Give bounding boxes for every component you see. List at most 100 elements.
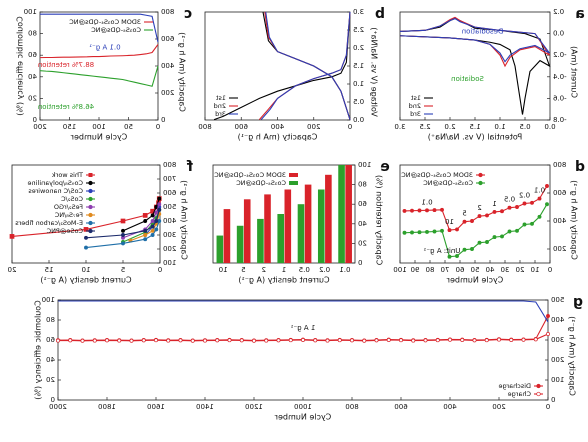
bar xyxy=(345,165,352,263)
y2-tick-label: 0 xyxy=(33,116,37,124)
y-tick-label: 400 xyxy=(163,217,176,225)
y-tick-label: 40 xyxy=(358,220,367,228)
point xyxy=(143,228,148,233)
legend-marker xyxy=(88,228,93,234)
x-tick-label: 400 xyxy=(271,123,284,131)
y-tick-label: 300 xyxy=(551,336,564,344)
point xyxy=(432,229,437,234)
point xyxy=(485,240,489,244)
point xyxy=(121,241,125,246)
point xyxy=(423,338,428,343)
bar xyxy=(223,209,231,263)
point xyxy=(448,337,452,342)
point xyxy=(410,230,414,235)
point xyxy=(410,208,414,213)
x-tick-label: 1.5 xyxy=(469,123,480,131)
x-tick-label: 10 xyxy=(219,266,228,274)
point xyxy=(440,228,444,233)
x-tick-label: 200 xyxy=(33,123,46,131)
annotation: 1 xyxy=(492,200,496,208)
point xyxy=(143,237,148,242)
point xyxy=(462,247,467,252)
x-tick-label: 15 xyxy=(45,266,54,274)
legend-label: 3rd xyxy=(410,110,421,118)
x-tick-label: 20 xyxy=(516,266,525,274)
y-tick-label: 700 xyxy=(163,175,176,183)
y-tick-label: 500 xyxy=(551,296,564,304)
legend-marker xyxy=(478,172,483,178)
legend-marker xyxy=(536,391,541,397)
y-tick-label: 500 xyxy=(163,203,176,211)
y2-tick-label: 40 xyxy=(46,356,55,364)
point xyxy=(485,213,489,218)
y-tick-label: 80 xyxy=(358,181,367,189)
panel-label: c xyxy=(184,6,192,22)
annotation: 46.8% retention xyxy=(38,103,94,111)
point xyxy=(432,208,437,213)
y-tick-label: 0 xyxy=(358,259,362,267)
legend-label: 1st xyxy=(410,94,421,102)
y-tick-label: 600 xyxy=(163,189,176,197)
point xyxy=(154,338,158,343)
series-line xyxy=(265,11,351,120)
point xyxy=(522,222,527,227)
x-tick-label: 400 xyxy=(443,403,456,411)
point xyxy=(154,219,159,223)
point xyxy=(276,338,281,343)
point xyxy=(84,235,88,240)
point xyxy=(515,205,519,209)
point xyxy=(264,338,269,343)
point xyxy=(507,229,512,234)
point xyxy=(239,338,244,343)
y-tick-label: 100 xyxy=(163,259,176,267)
mirrored-figure: a -0.8 -0.6 -0.4 -0.2 0.0 0.2 0.0 0.5 1.0 1.5 2.0 2.… xyxy=(8,6,585,422)
y-tick-label: 800 xyxy=(553,161,566,169)
point xyxy=(455,227,459,232)
x-tick-label: 0 xyxy=(158,266,162,274)
y2-tick-label: 40 xyxy=(28,73,37,81)
legend-label: Co₃S₄-QDs@NC xyxy=(423,179,473,187)
point xyxy=(402,230,407,235)
point xyxy=(402,208,407,213)
x-tick-label: 2000 xyxy=(49,403,67,411)
x-tick-label: 100 xyxy=(92,123,105,131)
point xyxy=(150,228,155,233)
x-axis-label: Capacity (mA h g⁻¹) xyxy=(238,133,318,142)
bar xyxy=(264,194,271,263)
point xyxy=(117,338,122,343)
annotation: 10 xyxy=(445,218,454,226)
annotation: 0.5 xyxy=(504,196,515,204)
legend-marker xyxy=(478,180,483,186)
legend-label: Charge xyxy=(508,390,531,398)
point xyxy=(492,235,497,240)
bar xyxy=(297,204,305,263)
x-tick-label: 60 xyxy=(456,266,465,274)
x-tick-label: 0 xyxy=(156,123,160,131)
y2-axis-label: Coulombic efficiency (%) xyxy=(16,16,25,116)
point xyxy=(447,254,452,259)
point xyxy=(9,234,15,239)
bar xyxy=(277,214,284,263)
y-tick-label: 2.0 xyxy=(353,44,364,52)
point xyxy=(546,332,550,336)
legend-marker xyxy=(88,212,93,218)
point xyxy=(470,219,474,223)
legend-label: CoS₂/C xyxy=(61,195,83,203)
point xyxy=(417,208,422,213)
legend-marker xyxy=(536,383,541,389)
point xyxy=(190,338,195,343)
panel-label: a xyxy=(575,6,584,22)
point xyxy=(546,314,550,318)
x-axis-label: Current density (A g⁻¹) xyxy=(238,276,329,285)
point xyxy=(497,337,501,342)
y-tick-label: 200 xyxy=(553,245,566,253)
y-tick-label: 400 xyxy=(551,316,564,324)
y-tick-label: -0.2 xyxy=(553,51,567,59)
y-tick-label: 800 xyxy=(163,161,176,169)
y-tick-label: 800 xyxy=(161,8,174,16)
point xyxy=(56,338,60,343)
legend-label: 3rd xyxy=(215,110,226,118)
y-tick-label: 600 xyxy=(553,189,566,197)
point xyxy=(472,338,477,343)
